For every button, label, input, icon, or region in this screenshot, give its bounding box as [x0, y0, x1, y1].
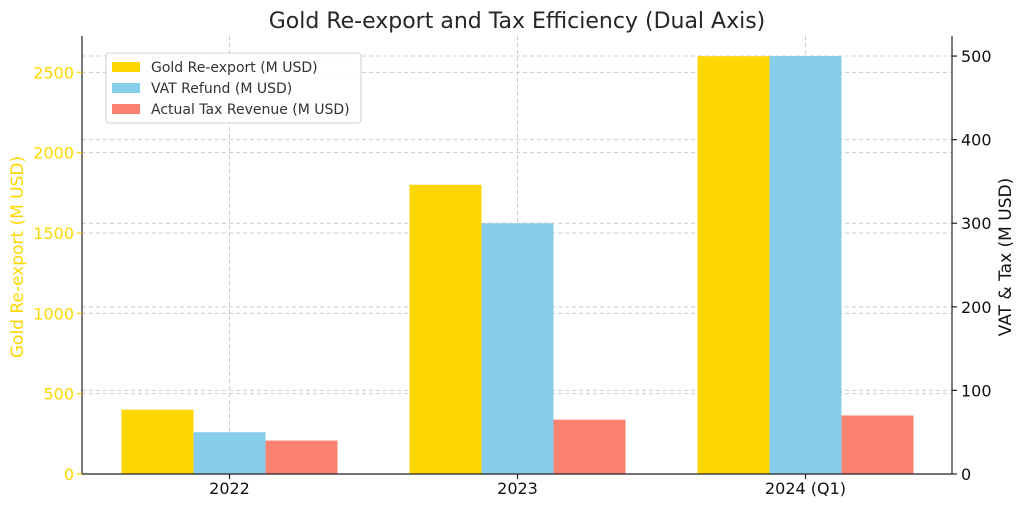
right-tick-label-0: 0: [961, 465, 971, 484]
bar-1-2: [769, 56, 842, 475]
legend: Gold Re-export (M USD) VAT Refund (M USD)…: [105, 52, 362, 124]
bar-2-1: [553, 419, 626, 474]
left-tick-label-0: 0: [64, 465, 74, 484]
bar-0-1: [409, 184, 482, 474]
left-tick-label-4: 2000: [33, 144, 74, 163]
left-axis-label: Gold Re-export (M USD): [8, 156, 28, 358]
right-tick-label-2: 200: [961, 298, 992, 317]
bar-0-0: [121, 409, 194, 474]
legend-label-0: Gold Re-export (M USD): [151, 60, 318, 76]
axes: 0 500 1000 1500 2000 2500 0 100 200 300 400 500 2022…: [8, 36, 1016, 498]
right-tick-label-1: 100: [961, 381, 992, 400]
legend-swatch-1: [112, 83, 140, 93]
left-tick-label-5: 2500: [33, 63, 74, 82]
legend-label-1: VAT Refund (M USD): [151, 81, 292, 97]
left-tick-label-1: 500: [43, 385, 74, 404]
legend-label-2: Actual Tax Revenue (M USD): [151, 102, 350, 118]
x-tick-label-0: 2022: [209, 479, 250, 498]
left-tick-label-2: 1000: [33, 304, 74, 323]
legend-swatch-2: [112, 104, 140, 114]
legend-box: [105, 52, 362, 124]
bars: [121, 56, 914, 475]
right-axis-label: VAT & Tax (M USD): [996, 178, 1016, 336]
bar-1-1: [481, 223, 554, 474]
right-tick-label-4: 400: [961, 131, 992, 150]
legend-swatch-0: [112, 62, 140, 72]
chart-title: Gold Re-export and Tax Efficiency (Dual …: [269, 9, 766, 34]
right-tick-label-3: 300: [961, 214, 992, 233]
bar-2-0: [265, 440, 338, 474]
x-tick-label-1: 2023: [497, 479, 538, 498]
bar-2-2: [841, 415, 914, 474]
left-tick-label-3: 1500: [33, 224, 74, 243]
bar-0-2: [697, 56, 770, 474]
bar-1-0: [193, 432, 266, 474]
x-tick-label-2: 2024 (Q1): [765, 479, 846, 498]
right-tick-label-5: 500: [961, 47, 992, 66]
